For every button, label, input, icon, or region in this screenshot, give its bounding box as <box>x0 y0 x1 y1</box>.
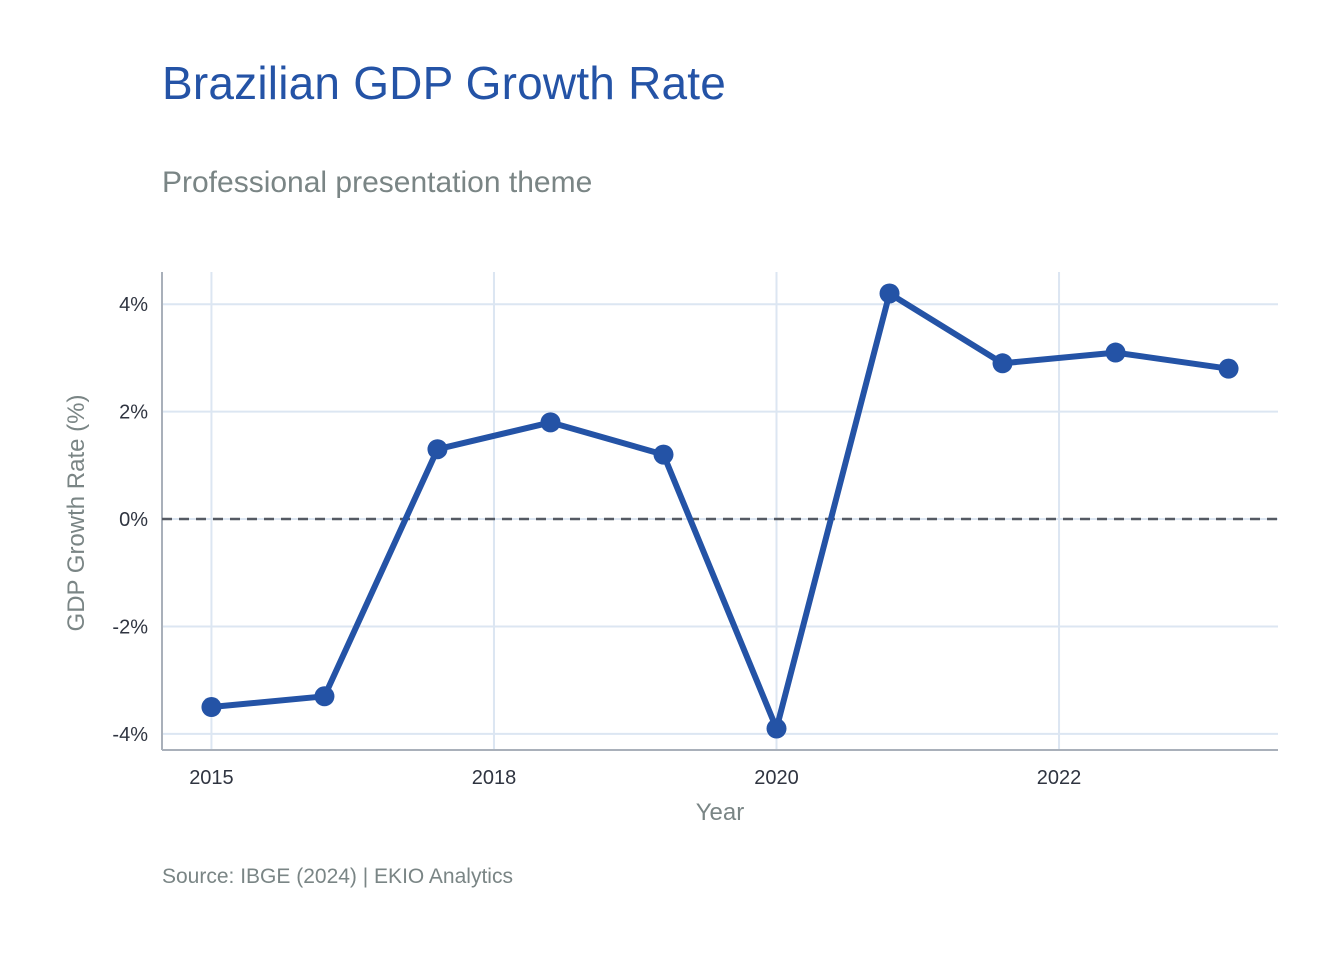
y-tick-label: 0% <box>119 509 148 531</box>
chart-title: Brazilian GDP Growth Rate <box>162 57 727 109</box>
data-point <box>766 718 787 739</box>
y-tick-label: 2% <box>119 402 148 424</box>
x-tick-label: 2018 <box>472 767 517 789</box>
data-point <box>540 412 561 433</box>
data-point <box>1218 358 1239 379</box>
chart-caption: Source: IBGE (2024) | EKIO Analytics <box>162 865 513 888</box>
y-tick-label: -4% <box>112 724 148 746</box>
x-tick-label: 2015 <box>189 767 234 789</box>
x-axis-title: Year <box>696 799 745 826</box>
data-point <box>1105 342 1126 363</box>
x-tick-label: 2020 <box>754 767 799 789</box>
series-gdp-growth <box>201 283 1239 739</box>
data-point <box>653 444 674 465</box>
chart-subtitle: Professional presentation theme <box>162 166 593 199</box>
data-point <box>427 439 448 460</box>
data-point <box>314 686 335 707</box>
grid-lines <box>162 272 1278 750</box>
series-line <box>208 290 1232 732</box>
y-tick-label: 4% <box>119 294 148 316</box>
axes <box>161 272 1278 751</box>
data-point <box>201 697 222 718</box>
y-axis-title: GDP Growth Rate (%) <box>63 395 90 632</box>
tick-labels: -4% -2% 0% 2% 4% 2015 2018 2020 2022 <box>112 294 1081 789</box>
x-tick-label: 2022 <box>1037 767 1082 789</box>
data-point <box>992 353 1013 374</box>
data-point <box>879 283 900 304</box>
y-tick-label: -2% <box>112 616 148 638</box>
